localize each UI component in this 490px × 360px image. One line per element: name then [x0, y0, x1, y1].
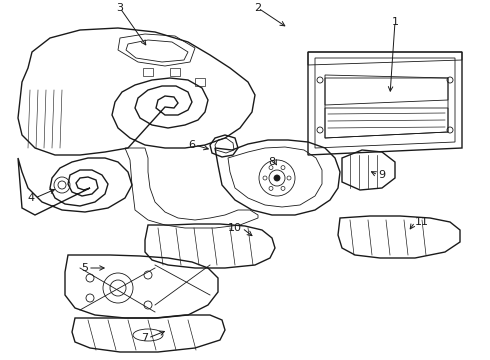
Text: 3: 3 — [117, 3, 123, 13]
Text: 6: 6 — [188, 140, 195, 150]
Text: 9: 9 — [378, 170, 385, 180]
Text: 7: 7 — [141, 333, 148, 343]
Text: 1: 1 — [392, 17, 398, 27]
Text: 10: 10 — [228, 223, 242, 233]
Text: 11: 11 — [415, 217, 429, 227]
Text: 8: 8 — [268, 157, 275, 167]
Circle shape — [274, 175, 280, 181]
Text: 4: 4 — [28, 193, 35, 203]
Text: 5: 5 — [81, 263, 88, 273]
Text: 2: 2 — [254, 3, 262, 13]
